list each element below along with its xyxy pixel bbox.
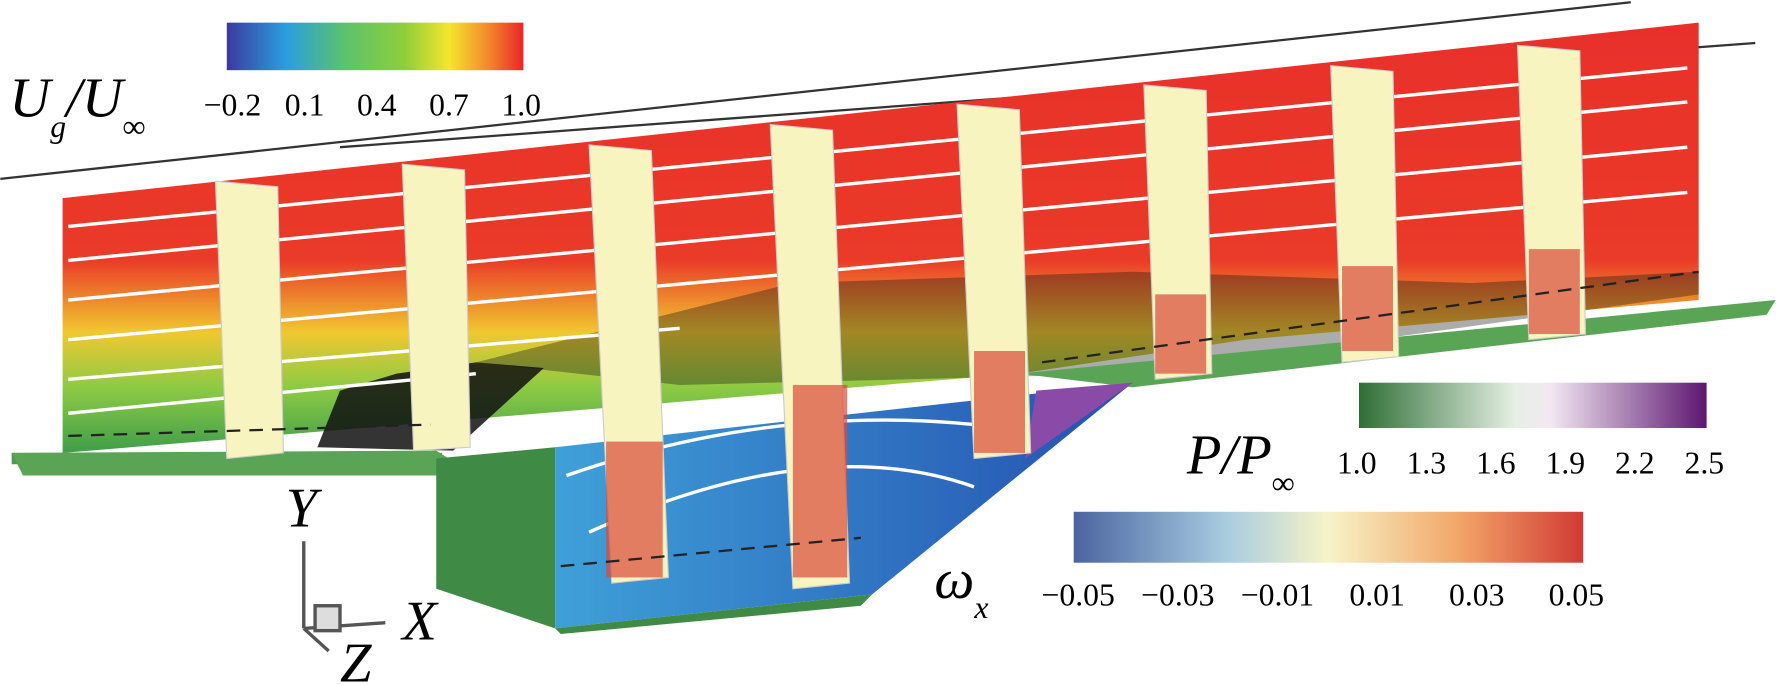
- colorbar-tick-label: −0.2: [204, 87, 261, 122]
- colorbar-tick-label: 2.2: [1615, 445, 1655, 480]
- colorbar-omega: [1073, 511, 1584, 563]
- colorbar-p: [1359, 382, 1707, 428]
- colorbar-tick-label: 0.01: [1349, 578, 1404, 613]
- colorbar-tick-label: 1.3: [1406, 445, 1446, 480]
- colorbar-label: Ug/U∞: [9, 68, 145, 144]
- colorbar-tick-label: 0.7: [429, 87, 469, 122]
- colorbar-u: [226, 22, 524, 71]
- colorbar-tick-label: −0.05: [1042, 578, 1115, 613]
- colorbar-label: P/P∞: [1186, 424, 1295, 500]
- axis-label: Y: [286, 477, 323, 539]
- colorbar-tick-label: 0.4: [357, 87, 397, 122]
- axis-label: Z: [340, 633, 372, 685]
- axis-label: X: [400, 591, 439, 653]
- colorbar-tick-label: 1.0: [501, 87, 541, 122]
- colorbar-tick-label: 1.6: [1476, 445, 1516, 480]
- colorbar-tick-label: 0.1: [285, 87, 325, 122]
- scene: [0, 1, 1776, 653]
- colorbar-tick-label: −0.01: [1241, 578, 1314, 613]
- colorbar-label: ωx: [934, 549, 988, 625]
- colorbar-tick-label: 0.05: [1549, 578, 1604, 613]
- colorbar-tick-label: 1.0: [1337, 445, 1377, 480]
- colorbar-tick-label: 0.03: [1449, 578, 1504, 613]
- colorbar-tick-label: 1.9: [1545, 445, 1585, 480]
- colorbar-tick-label: −0.03: [1141, 578, 1214, 613]
- colorbar-tick-label: 2.5: [1685, 445, 1725, 480]
